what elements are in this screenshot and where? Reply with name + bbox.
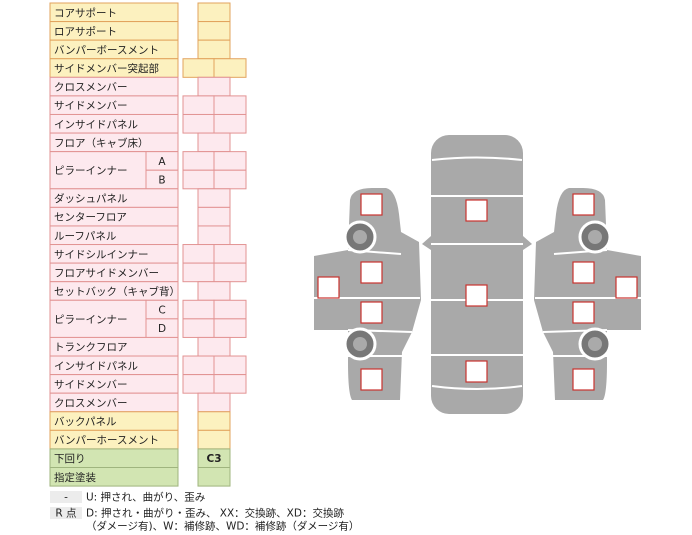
- check-cell: [213, 169, 247, 190]
- check-cell: [213, 355, 247, 376]
- check-cell: [213, 151, 247, 171]
- part-label: フロアサイドメンバー: [54, 267, 159, 279]
- legend-key: R 点: [55, 508, 76, 520]
- part-label: ピラーインナー: [54, 165, 128, 177]
- check-cell: [182, 58, 215, 78]
- check-cell: [182, 244, 215, 264]
- check-cell: [197, 336, 231, 357]
- part-label: クロスメンバー: [54, 397, 128, 409]
- sub-label: B: [158, 175, 165, 187]
- part-label: インサイドパネル: [54, 119, 138, 131]
- part-label: サイドメンバー突起部: [54, 62, 159, 75]
- car-diagram: [314, 135, 643, 414]
- legend-key: -: [64, 492, 68, 504]
- part-label: センターフロア: [54, 212, 127, 224]
- check-cell: [197, 76, 231, 97]
- check-cell: [213, 318, 247, 338]
- check-cell: [197, 132, 231, 153]
- part-label: バンパーボースメント: [54, 44, 159, 56]
- check-cell: [197, 21, 231, 41]
- part-label: 指定塗装: [54, 471, 96, 484]
- part-label: ダッシュパネル: [54, 192, 128, 205]
- check-cell: [197, 39, 231, 60]
- part-label: ロアサポート: [54, 26, 117, 38]
- check-cell: [197, 467, 231, 487]
- check-cell: [213, 299, 247, 320]
- part-label: コアサポート: [54, 7, 117, 19]
- check-cell: [197, 188, 231, 208]
- check-cell: [213, 58, 247, 78]
- sub-label: A: [158, 156, 166, 168]
- part-label: ピラーインナー: [54, 314, 128, 326]
- part-label-box: [49, 151, 147, 190]
- part-label: ルーフパネル: [54, 230, 116, 242]
- part-label: サイドシルインナー: [54, 249, 149, 261]
- legend-text: （ダメージ有)、W：補修跡、WD：補修跡（ダメージ有）: [86, 520, 359, 533]
- legend-text: U: 押され、曲がり、歪み: [86, 491, 205, 504]
- part-label: バックパネル: [54, 416, 116, 428]
- legend-text: D: 押され・曲がり・歪み、 XX：交換跡、XD：交換跡: [86, 507, 344, 520]
- sub-label: C: [158, 305, 165, 317]
- check-cell: [197, 411, 231, 431]
- part-label: バンパーホースメント: [54, 435, 159, 447]
- part-label: サイドメンバー: [54, 100, 128, 112]
- check-cell: [197, 225, 231, 246]
- check-cell: [213, 244, 247, 264]
- check-cell: [197, 429, 231, 450]
- check-cell: [213, 374, 247, 394]
- check-cell: [182, 374, 215, 394]
- check-cell: [182, 318, 215, 338]
- check-cell: [213, 95, 247, 115]
- part-label: インサイドパネル: [54, 360, 138, 372]
- check-cell: [197, 2, 231, 23]
- part-label: サイドメンバー: [54, 379, 128, 391]
- check-cell: [182, 355, 215, 376]
- check-cell: [182, 299, 215, 320]
- legend-key-box: [50, 507, 82, 519]
- check-cell: [182, 262, 215, 283]
- part-label: トランクフロア: [54, 342, 128, 354]
- check-cell: [182, 169, 215, 190]
- check-cell: [213, 262, 247, 283]
- legend-key-box: [50, 491, 82, 503]
- part-label-box: [49, 467, 179, 487]
- check-cell: [182, 95, 215, 115]
- check-cell: [197, 206, 231, 227]
- part-label: フロア（キャブ床）: [54, 136, 149, 149]
- part-label: クロスメンバー: [54, 82, 128, 94]
- part-label: セットバック（キャブ背）: [54, 285, 180, 298]
- check-cell: [213, 113, 247, 134]
- sub-label: D: [158, 323, 166, 335]
- part-label: 下回り: [54, 453, 86, 465]
- check-cell: [197, 392, 231, 413]
- check-cell: [182, 151, 215, 171]
- cell-value: C3: [206, 453, 221, 465]
- check-cell: [197, 281, 231, 301]
- check-cell: [182, 113, 215, 134]
